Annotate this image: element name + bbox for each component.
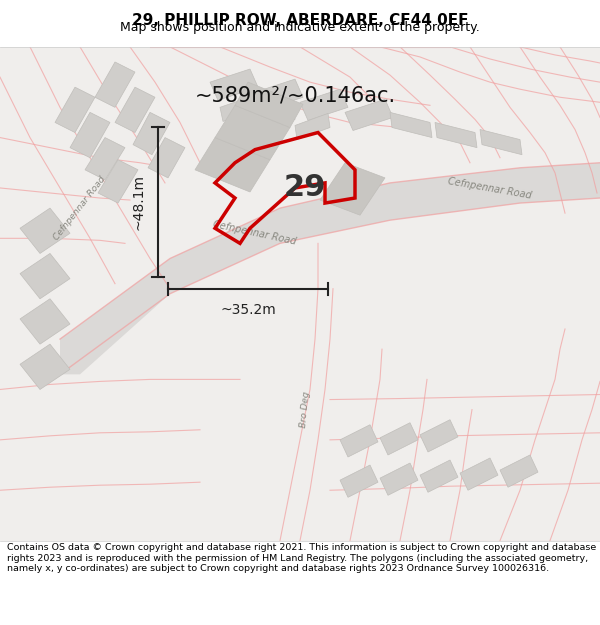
Polygon shape [258, 106, 295, 131]
Polygon shape [340, 425, 378, 457]
Polygon shape [220, 95, 258, 121]
Polygon shape [345, 99, 393, 131]
Polygon shape [215, 106, 290, 160]
Polygon shape [210, 69, 258, 100]
Text: 29: 29 [284, 174, 326, 203]
Text: Contains OS data © Crown copyright and database right 2021. This information is : Contains OS data © Crown copyright and d… [7, 543, 596, 573]
Polygon shape [95, 62, 135, 107]
Polygon shape [235, 82, 303, 127]
Polygon shape [340, 465, 378, 498]
Polygon shape [98, 160, 138, 203]
Polygon shape [460, 458, 498, 490]
Polygon shape [55, 87, 95, 132]
Polygon shape [255, 79, 303, 111]
Polygon shape [133, 112, 170, 155]
Polygon shape [148, 138, 185, 178]
Text: ~48.1m: ~48.1m [132, 174, 146, 230]
Polygon shape [20, 208, 70, 254]
Text: Map shows position and indicative extent of the property.: Map shows position and indicative extent… [120, 21, 480, 34]
Polygon shape [195, 138, 270, 192]
Polygon shape [60, 162, 600, 374]
Polygon shape [500, 455, 538, 488]
Text: 29, PHILLIP ROW, ABERDARE, CF44 0EF: 29, PHILLIP ROW, ABERDARE, CF44 0EF [132, 13, 468, 28]
Polygon shape [390, 112, 432, 138]
Polygon shape [295, 113, 330, 139]
Polygon shape [480, 129, 522, 155]
Text: Bro Deg: Bro Deg [299, 391, 311, 428]
Polygon shape [380, 463, 418, 495]
Polygon shape [0, 47, 600, 541]
Polygon shape [435, 122, 477, 148]
Polygon shape [20, 344, 70, 389]
Polygon shape [85, 138, 125, 180]
Polygon shape [115, 87, 155, 132]
Polygon shape [420, 420, 458, 452]
Polygon shape [70, 112, 110, 158]
Polygon shape [420, 460, 458, 492]
Text: ~589m²/~0.146ac.: ~589m²/~0.146ac. [195, 85, 396, 105]
Text: ~35.2m: ~35.2m [220, 303, 276, 317]
Polygon shape [20, 254, 70, 299]
Polygon shape [380, 422, 418, 455]
Text: Cefnpennar Road: Cefnpennar Road [212, 219, 298, 247]
Text: Cefnpennar Road: Cefnpennar Road [52, 174, 108, 242]
Polygon shape [20, 299, 70, 344]
Text: Cefnpennar Road: Cefnpennar Road [448, 176, 533, 200]
Polygon shape [320, 162, 385, 215]
Polygon shape [300, 89, 348, 121]
